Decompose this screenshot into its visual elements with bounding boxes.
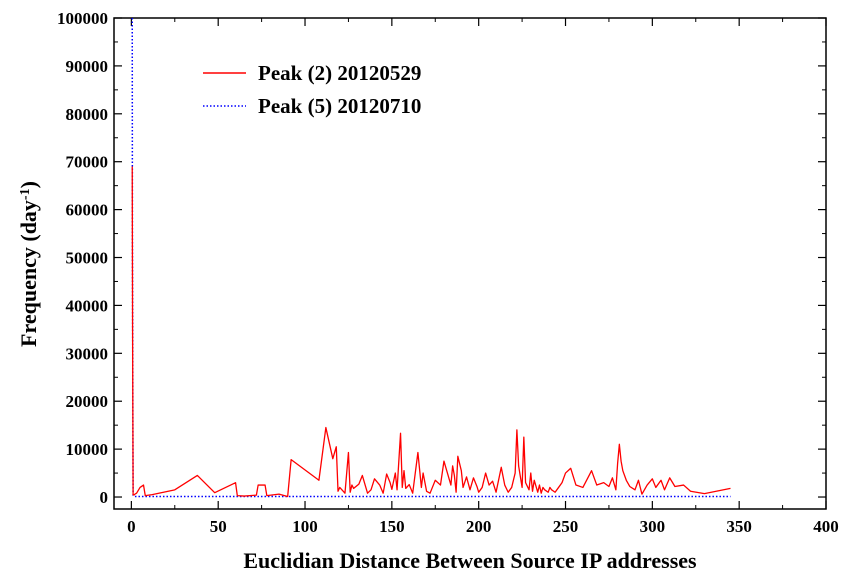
tick-labels: 0 50 100 150 200 250 300 350 400 0 10000 20000 30000… xyxy=(57,9,839,536)
y-axis-title-sup: -1 xyxy=(18,188,33,200)
x-tick-label: 100 xyxy=(292,517,318,536)
y-tick-label: 40000 xyxy=(66,296,109,315)
y-tick-label: 100000 xyxy=(57,9,108,28)
x-tick-label: 50 xyxy=(210,517,227,536)
axis-ticks xyxy=(114,17,827,509)
x-tick-label: 0 xyxy=(127,517,136,536)
y-tick-label: 50000 xyxy=(66,249,109,268)
series-layer xyxy=(131,17,731,498)
y-axis-title-main: Frequency (day xyxy=(16,200,41,347)
y-tick-label: 80000 xyxy=(66,105,109,124)
x-tick-label: 150 xyxy=(379,517,405,536)
x-tick-label: 250 xyxy=(553,517,579,536)
x-tick-label: 200 xyxy=(466,517,492,536)
y-tick-label: 60000 xyxy=(66,201,109,220)
y-tick-label: 0 xyxy=(100,488,109,507)
series-line-0 xyxy=(131,166,731,498)
series-line-1 xyxy=(131,17,731,498)
legend-label-1: Peak (5) 20120710 xyxy=(258,94,421,118)
y-tick-label: 70000 xyxy=(66,153,109,172)
y-tick-label: 90000 xyxy=(66,57,109,76)
x-axis-title: Euclidian Distance Between Source IP add… xyxy=(243,548,697,573)
x-tick-label: 400 xyxy=(813,517,839,536)
y-tick-label: 10000 xyxy=(66,440,109,459)
y-tick-label: 30000 xyxy=(66,344,109,363)
legend-label-0: Peak (2) 20120529 xyxy=(258,61,421,85)
y-axis-title: Frequency (day-1) xyxy=(16,181,41,347)
x-tick-label: 350 xyxy=(726,517,752,536)
y-tick-label: 20000 xyxy=(66,392,109,411)
plot-frame xyxy=(113,17,827,510)
y-axis-title-end: ) xyxy=(16,181,41,188)
x-tick-label: 300 xyxy=(640,517,666,536)
legend: Peak (2) 20120529 Peak (5) 20120710 xyxy=(203,61,421,118)
